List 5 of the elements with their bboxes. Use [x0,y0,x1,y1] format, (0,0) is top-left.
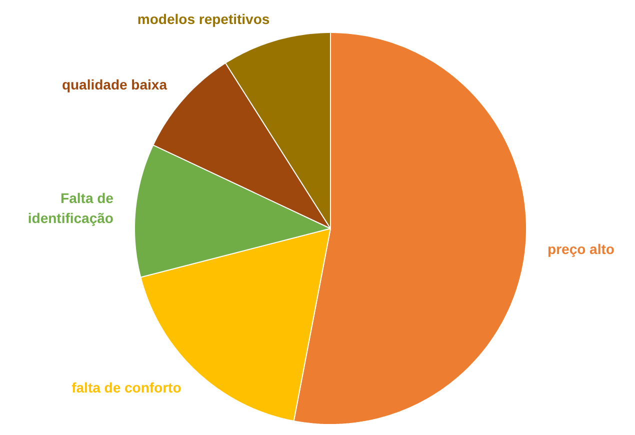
slice-label: preço alto [548,241,614,258]
slice-label: Falta de identificação [28,190,114,226]
slice-label: falta de conforto [72,379,182,396]
slice-label: qualidade baixa [62,76,168,92]
slice-label: modelos repetitivos [137,11,270,28]
